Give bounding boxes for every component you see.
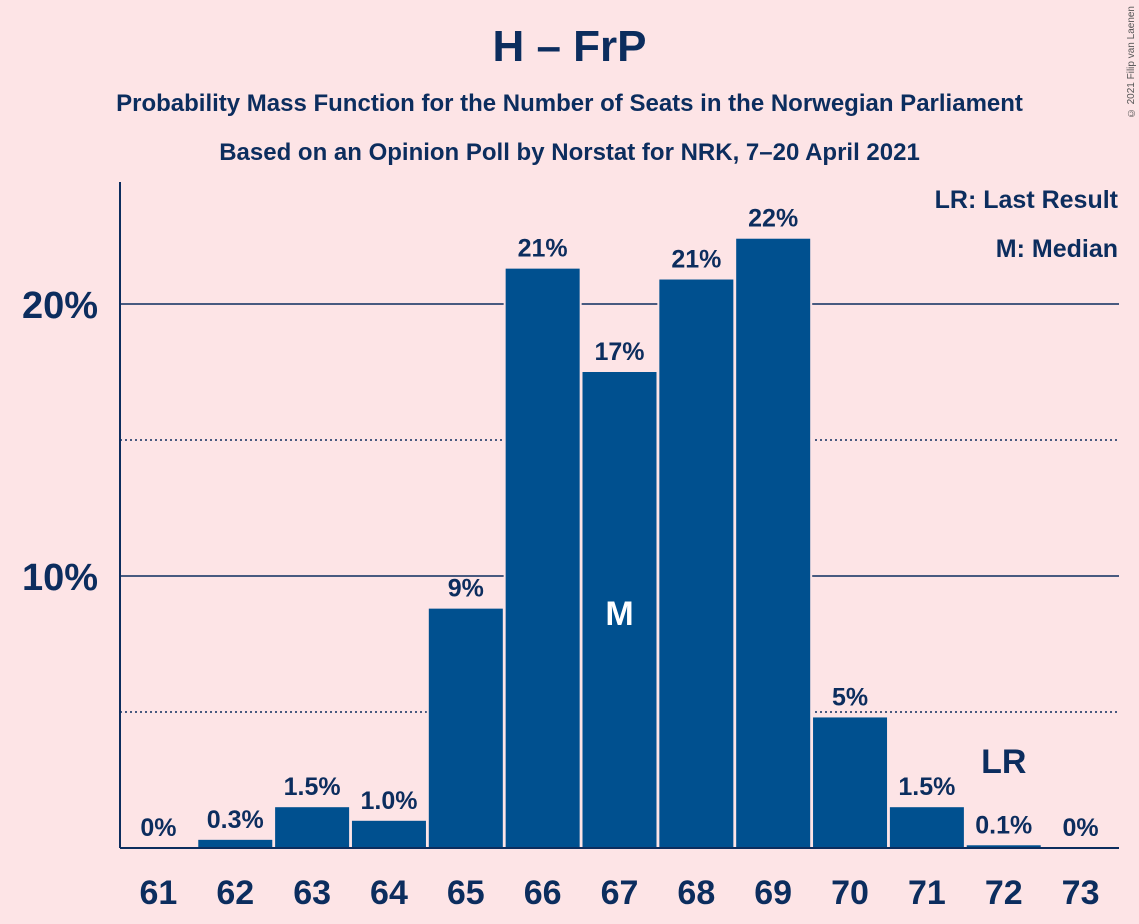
x-tick-label: 72	[985, 874, 1023, 912]
bar-value-label: 1.5%	[284, 773, 341, 801]
last-result-marker: LR	[981, 743, 1026, 781]
bar-value-label: 21%	[671, 246, 721, 274]
bar	[198, 839, 273, 848]
x-tick-label: 69	[754, 874, 792, 912]
bar	[351, 820, 426, 848]
x-tick-label: 70	[831, 874, 869, 912]
bar-value-label: 0%	[140, 814, 176, 842]
bar	[428, 608, 503, 848]
bar-value-label: 21%	[518, 235, 568, 263]
chart-subtitle-line-1: Probability Mass Function for the Number…	[116, 90, 1023, 117]
bar	[505, 268, 580, 848]
bar-value-label: 0%	[1063, 814, 1099, 842]
bar-value-label: 1.5%	[898, 773, 955, 801]
bar	[275, 807, 350, 848]
x-tick-label: 61	[140, 874, 178, 912]
chart-subtitle-line-2: Based on an Opinion Poll by Norstat for …	[219, 139, 920, 166]
bar	[659, 279, 734, 848]
y-tick-label: 20%	[22, 285, 98, 327]
x-tick-label: 73	[1062, 874, 1100, 912]
bar	[813, 717, 888, 848]
bar-value-label: 9%	[448, 575, 484, 603]
y-tick-label: 10%	[22, 557, 98, 599]
x-tick-label: 62	[216, 874, 254, 912]
bar-value-label: 5%	[832, 683, 868, 711]
bar-value-label: 22%	[748, 205, 798, 233]
bar-value-label: 17%	[594, 338, 644, 366]
x-tick-label: 67	[601, 874, 639, 912]
bar-value-label: 0.1%	[975, 811, 1032, 839]
bar-value-label: 1.0%	[360, 787, 417, 815]
median-marker: M	[605, 595, 633, 633]
legend-last-result: LR: Last Result	[934, 186, 1118, 214]
bar	[966, 845, 1041, 848]
x-tick-label: 68	[677, 874, 715, 912]
x-tick-label: 64	[370, 874, 408, 912]
bar	[582, 372, 657, 848]
chart-title: H – FrP	[492, 22, 647, 71]
x-tick-label: 66	[524, 874, 562, 912]
bar	[889, 807, 964, 848]
x-tick-label: 71	[908, 874, 946, 912]
x-tick-label: 63	[293, 874, 331, 912]
bar	[736, 238, 811, 849]
x-tick-label: 65	[447, 874, 485, 912]
legend-median: M: Median	[995, 235, 1118, 263]
bar-value-label: 0.3%	[207, 806, 264, 834]
